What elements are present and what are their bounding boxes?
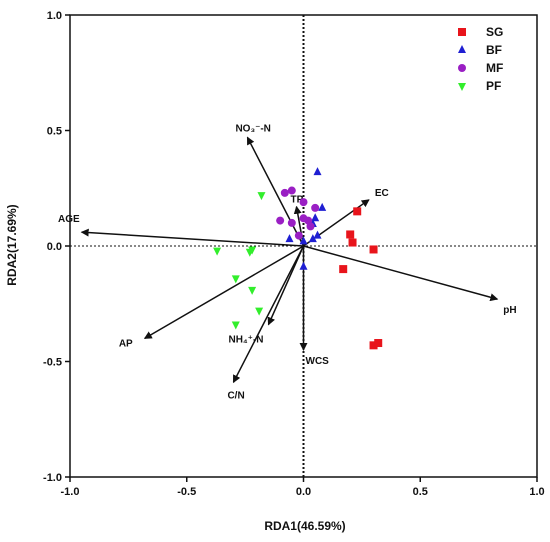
vector-label: NO₃⁻-N [235, 123, 270, 134]
data-point-bf [313, 167, 322, 176]
vector-arrow [267, 245, 305, 326]
environment-vectors: AGE NO₃⁻-N TP EC pH WCS NH₄⁺-N C/N AP [58, 123, 517, 401]
data-point-pf [213, 247, 222, 256]
data-point-bf [311, 213, 320, 222]
vector-arrow [232, 245, 305, 384]
vector-arrow [143, 245, 304, 340]
x-tick-label: 1.0 [529, 486, 544, 498]
legend-marker-pf [458, 83, 466, 91]
y-tick-label: -0.5 [43, 357, 62, 369]
x-axis-ticks: -1.0 -0.5 0.0 0.5 1.0 [61, 477, 545, 498]
data-point-pf [231, 321, 240, 330]
data-point-pf [248, 286, 257, 295]
legend-label-sg: SG [486, 25, 503, 39]
y-tick-label: 0.5 [47, 126, 62, 138]
legend-marker-bf [458, 45, 466, 53]
legend-label-pf: PF [486, 79, 501, 93]
sample-points [213, 167, 383, 350]
data-point-mf [311, 203, 320, 212]
x-tick-label: 0.5 [413, 486, 428, 498]
x-tick-label: 0.0 [296, 486, 311, 498]
vector-arrow [303, 245, 499, 302]
data-point-sg [374, 339, 383, 348]
data-point-mf [299, 198, 308, 207]
legend-marker-mf [458, 64, 466, 72]
legend: SG BF MF PF [458, 25, 503, 93]
vector-label: EC [375, 188, 389, 199]
data-point-pf [231, 275, 240, 284]
y-tick-label: -1.0 [43, 472, 62, 484]
x-tick-label: -1.0 [61, 486, 80, 498]
data-point-bf [285, 234, 294, 243]
data-point-sg [369, 341, 378, 350]
vector-label: AP [119, 338, 133, 349]
data-point-pf [255, 307, 264, 316]
data-point-mf [306, 222, 315, 231]
data-point-bf [308, 234, 317, 243]
y-axis-ticks: -1.0 -0.5 0.0 0.5 1.0 [43, 10, 70, 484]
x-tick-label: -0.5 [177, 486, 196, 498]
data-point-mf [280, 188, 289, 197]
y-tick-label: 1.0 [47, 10, 62, 22]
vector-label: C/N [227, 390, 244, 401]
data-point-bf [313, 230, 322, 239]
data-point-bf [299, 236, 308, 245]
data-point-mf [294, 231, 303, 240]
vector-arrow [80, 228, 304, 247]
legend-marker-sg [458, 28, 466, 36]
legend-label-mf: MF [486, 61, 503, 75]
data-point-sg [348, 238, 357, 247]
legend-label-bf: BF [486, 43, 502, 57]
data-point-sg [353, 207, 362, 216]
data-point-mf [287, 218, 296, 227]
data-point-bf [299, 261, 308, 270]
data-point-pf [245, 248, 254, 257]
vector-arrow [246, 136, 305, 247]
data-point-sg [346, 230, 355, 239]
vector-label: pH [503, 305, 516, 316]
data-point-bf [318, 202, 327, 211]
data-point-mf [276, 216, 285, 225]
vector-label: TP [290, 195, 303, 206]
data-point-mf [287, 186, 296, 195]
data-point-sg [369, 245, 378, 254]
x-axis-title: RDA1(46.59%) [264, 519, 345, 533]
vector-label: WCS [306, 356, 330, 367]
y-tick-label: 0.0 [47, 241, 62, 253]
data-point-sg [339, 265, 348, 274]
y-axis-title: RDA2(17.69%) [5, 204, 19, 285]
vector-label: NH₄⁺-N [228, 335, 263, 346]
data-point-pf [257, 192, 266, 201]
vector-label: AGE [58, 214, 80, 225]
